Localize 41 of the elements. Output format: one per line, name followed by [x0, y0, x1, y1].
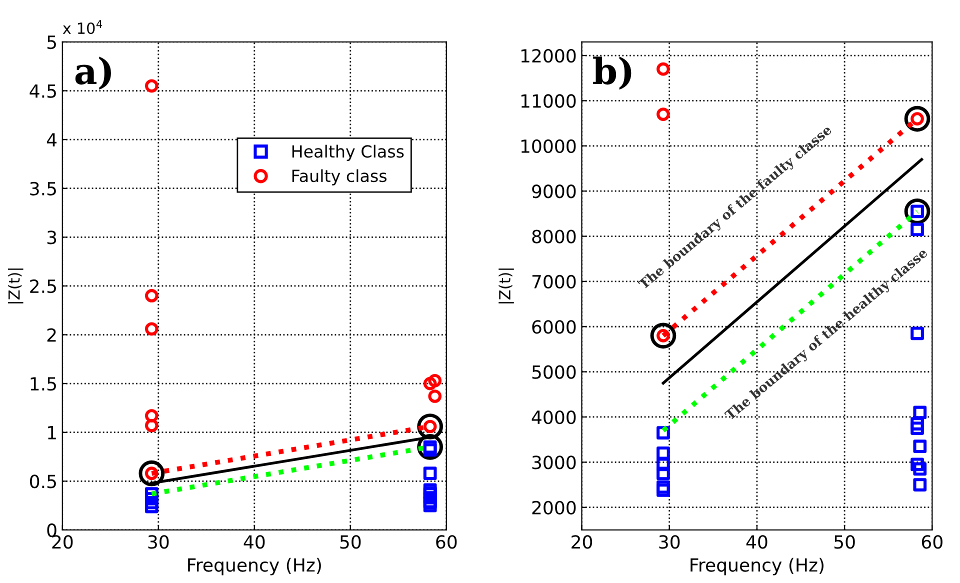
y-tick-label: 5000	[532, 365, 576, 379]
y-tick-label: 4000	[532, 410, 576, 424]
x-tick-label: 60	[436, 535, 457, 549]
y-tick-label: 2000	[532, 500, 576, 514]
y-tick-label: 8000	[532, 230, 576, 244]
annotation: a)	[75, 56, 111, 90]
y-axis-title: |Z(t)|	[8, 268, 24, 304]
x-axis-title: Frequency (Hz)	[188, 558, 321, 576]
x-tick-label: 50	[340, 535, 361, 549]
text: x 10$^{4}$	[62, 20, 102, 34]
y-tick-label: 4.5	[30, 84, 56, 98]
y-tick-label: 6000	[532, 320, 576, 334]
y-tick-label: 0	[47, 523, 56, 538]
y-tick-label: 4	[46, 133, 57, 146]
y-tick-label: 9000	[532, 184, 576, 198]
y-tick-label: 3.5	[30, 182, 56, 196]
annotation: b)	[593, 56, 632, 90]
y-tick-label: 11000	[521, 94, 576, 108]
y-tick-label: 0.5	[30, 474, 56, 488]
x-axis-title: Frequency (Hz)	[690, 558, 824, 576]
x-tick-label: 30	[148, 535, 169, 549]
x-tick-label: 50	[834, 535, 855, 549]
y-tick-label: 3	[47, 230, 56, 244]
legend-label: Faulty class	[292, 169, 387, 186]
x-tick-label: 60	[922, 535, 942, 549]
y-tick-label: 7000	[532, 274, 576, 289]
x-tick-label: 20	[572, 535, 592, 549]
y-tick-label: 3000	[532, 456, 576, 470]
y-tick-label: 12000	[521, 48, 576, 63]
x-tick-label: 40	[244, 535, 265, 549]
x-tick-label: 40	[746, 535, 768, 549]
legend-label: Healthy Class	[292, 144, 404, 161]
y-tick-label: 2	[47, 328, 56, 342]
y-tick-label: 1.5	[30, 377, 56, 391]
x-tick-label: 30	[659, 535, 680, 549]
y-tick-label: 2.5	[30, 279, 56, 294]
y-tick-label: 10000	[521, 139, 576, 154]
y-axis-title: |Z(t)|	[498, 268, 514, 304]
y-tick-label: 5	[47, 36, 56, 50]
x-tick-label: 20	[52, 535, 73, 549]
y-tick-label: 1	[48, 426, 56, 440]
